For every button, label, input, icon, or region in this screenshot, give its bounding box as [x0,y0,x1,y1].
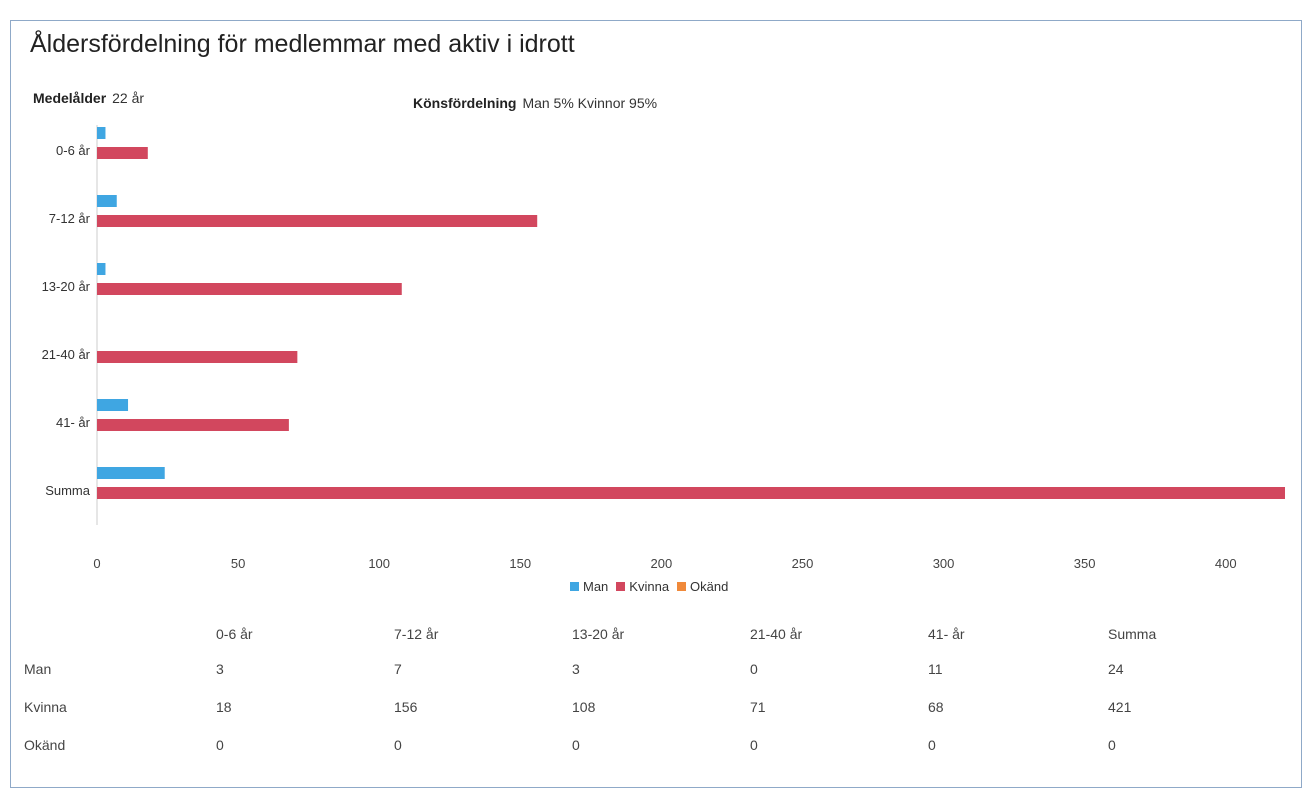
legend-label-man: Man [583,579,609,594]
table-cell: 0 [750,737,758,753]
bar-man-13-20-r[interactable] [97,263,106,275]
table-row-man: Man 3 7 3 0 11 24 [24,650,1198,688]
table-cell: 0 [216,737,224,753]
bar-man-41-r[interactable] [97,399,129,411]
table-cell: 108 [572,699,596,715]
x-tick-label: 50 [231,556,245,571]
table-header-cell: 7-12 år [394,626,439,642]
bar-kvinna-21-40-r[interactable] [97,351,298,363]
table-cell: 7 [394,661,402,677]
bar-kvinna-summa[interactable] [97,487,1285,499]
average-age-stat: Medelålder 22 år [33,90,144,106]
bar-kvinna-41-r[interactable] [97,419,289,431]
x-tick-label: 250 [792,556,814,571]
table-cell: 71 [750,699,766,715]
category-label-summa: Summa [45,483,91,498]
category-label-0-6-r: 0-6 år [56,143,91,158]
x-tick-label: 150 [509,556,531,571]
table-row-label: Kvinna [24,699,67,715]
bar-man-7-12-r[interactable] [97,195,117,207]
x-tick-label: 0 [93,556,100,571]
table-cell: 68 [928,699,944,715]
legend-label-kvinna: Kvinna [629,579,670,594]
legend-swatch-okand [677,582,687,591]
chart-panel [10,20,1302,788]
table-row-okand: Okänd 0 0 0 0 0 0 [24,726,1198,764]
table-cell: 18 [216,699,232,715]
x-tick-label: 200 [651,556,673,571]
x-tick-label: 400 [1215,556,1237,571]
table-header-cell: 13-20 år [572,626,625,642]
data-table: 0-6 år 7-12 år 13-20 år 21-40 år 41- år … [24,618,1198,764]
table-cell: 0 [928,737,936,753]
table-header-cell [24,618,216,650]
gender-distribution-label: Könsfördelning [413,95,517,111]
category-label-21-40-r: 21-40 år [42,347,91,362]
table-cell: 0 [572,737,580,753]
x-tick-label: 100 [368,556,390,571]
bar-man-0-6-r[interactable] [97,127,106,139]
table-header-cell: 41- år [928,626,965,642]
x-tick-label: 300 [933,556,955,571]
table-cell: 3 [572,661,580,677]
table-cell: 24 [1108,661,1124,677]
table-header-row: 0-6 år 7-12 år 13-20 år 21-40 år 41- år … [24,618,1198,650]
table-cell: 156 [394,699,418,715]
bar-kvinna-7-12-r[interactable] [97,215,538,227]
gender-distribution-stat: Könsfördelning Man 5% Kvinnor 95% [413,95,657,111]
gender-distribution-value: Man 5% Kvinnor 95% [522,95,658,111]
legend-item-kvinna[interactable]: Kvinna [616,579,669,594]
category-label-13-20-r: 13-20 år [42,279,91,294]
table-header-cell: 0-6 år [216,626,253,642]
table-row-label: Okänd [24,737,66,753]
table-row-label: Man [24,661,52,677]
legend-label-okand: Okänd [690,579,729,594]
legend-swatch-kvinna [616,582,626,591]
chart-title: Åldersfördelning för medlemmar med aktiv… [30,30,575,58]
average-age-label: Medelålder [33,90,107,106]
legend-item-okand[interactable]: Okänd [677,579,728,594]
table-cell: 11 [928,661,943,677]
table-cell: 0 [394,737,402,753]
x-tick-label: 350 [1074,556,1096,571]
category-label-41-r: 41- år [56,415,91,430]
legend-swatch-man [570,582,579,591]
bar-kvinna-0-6-r[interactable] [97,147,148,159]
table-cell: 3 [216,661,224,677]
table-header-cell: 21-40 år [750,626,803,642]
bar-man-summa[interactable] [97,467,165,479]
bar-kvinna-13-20-r[interactable] [97,283,402,295]
legend-item-man[interactable]: Man [570,579,608,594]
table-cell: 0 [750,661,758,677]
category-label-7-12-r: 7-12 år [49,211,91,226]
table-row-kvinna: Kvinna 18 156 108 71 68 421 [24,688,1198,726]
table-cell: 0 [1108,737,1116,753]
table-cell: 421 [1108,699,1132,715]
table-header-cell: Summa [1108,626,1157,642]
chart-legend: Man Kvinna Okänd [570,579,728,594]
average-age-value: 22 år [112,90,145,106]
